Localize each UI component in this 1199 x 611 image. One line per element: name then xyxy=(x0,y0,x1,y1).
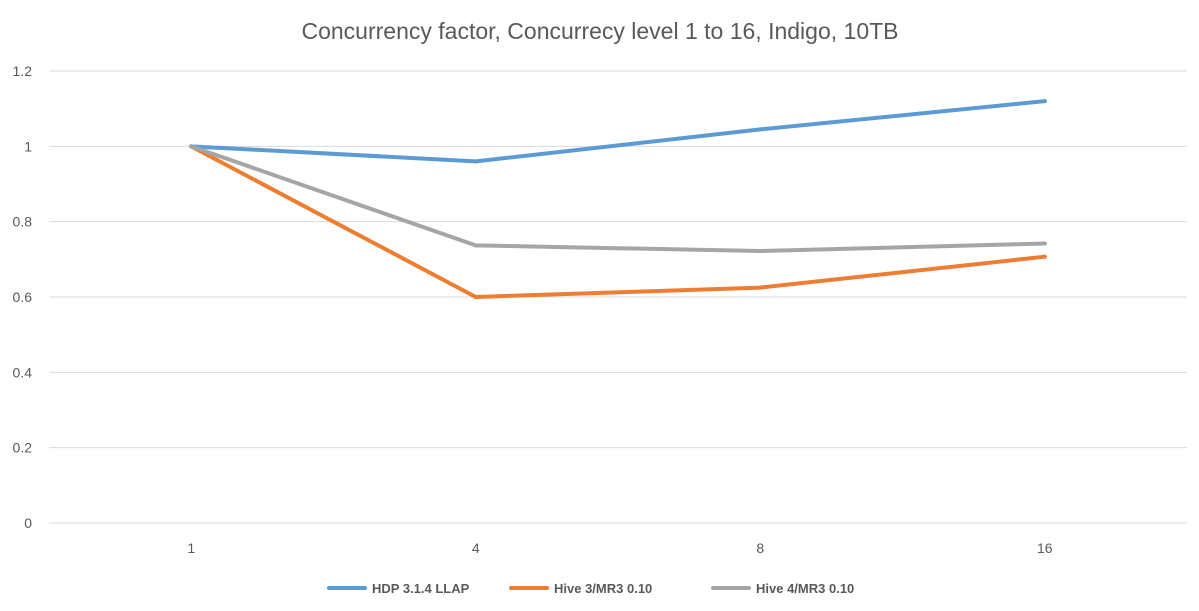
legend-label-1: Hive 3/MR3 0.10 xyxy=(554,581,652,596)
x-tick-label-3: 16 xyxy=(1037,540,1053,556)
data-point-s1-p3 xyxy=(1042,254,1047,259)
y-tick-label-4: 0.8 xyxy=(13,214,33,230)
y-axis-ticks: 0 0.2 0.4 0.6 0.8 1 1.2 xyxy=(13,63,33,531)
y-tick-label-2: 0.4 xyxy=(13,364,33,380)
y-tick-label-0: 0 xyxy=(24,515,32,531)
y-tick-label-3: 0.6 xyxy=(13,289,33,305)
x-tick-label-0: 1 xyxy=(187,540,195,556)
data-point-s2-p1 xyxy=(473,243,478,248)
data-point-s0-p3 xyxy=(1042,99,1047,104)
y-tick-label-5: 1 xyxy=(24,138,32,154)
series-line-0 xyxy=(189,99,1047,164)
data-point-s2-p2 xyxy=(758,249,763,254)
y-tick-label-1: 0.2 xyxy=(13,440,33,456)
data-point-s1-p1 xyxy=(473,295,478,299)
y-tick-label-6: 1.2 xyxy=(13,63,33,79)
data-point-s0-p1 xyxy=(473,159,478,164)
x-tick-label-2: 8 xyxy=(756,540,764,556)
series-line-1 xyxy=(189,144,1047,299)
legend: HDP 3.1.4 LLAP Hive 3/MR3 0.10 Hive 4/MR3 … xyxy=(327,581,854,596)
data-point-s2-p3 xyxy=(1042,241,1047,246)
grid-layer xyxy=(49,70,1187,524)
data-point-s2-p0 xyxy=(189,144,194,149)
x-axis-ticks: 1 4 8 16 xyxy=(187,540,1052,556)
series-line-2 xyxy=(189,144,1047,254)
legend-label-0: HDP 3.1.4 LLAP xyxy=(372,581,470,596)
data-point-s0-p2 xyxy=(758,127,763,132)
chart-title: Concurrency factor, Concurrecy level 1 t… xyxy=(301,18,898,44)
data-point-s1-p2 xyxy=(758,285,763,290)
x-tick-label-1: 4 xyxy=(472,540,480,556)
legend-label-2: Hive 4/MR3 0.10 xyxy=(756,581,854,596)
series-layer xyxy=(189,99,1047,299)
